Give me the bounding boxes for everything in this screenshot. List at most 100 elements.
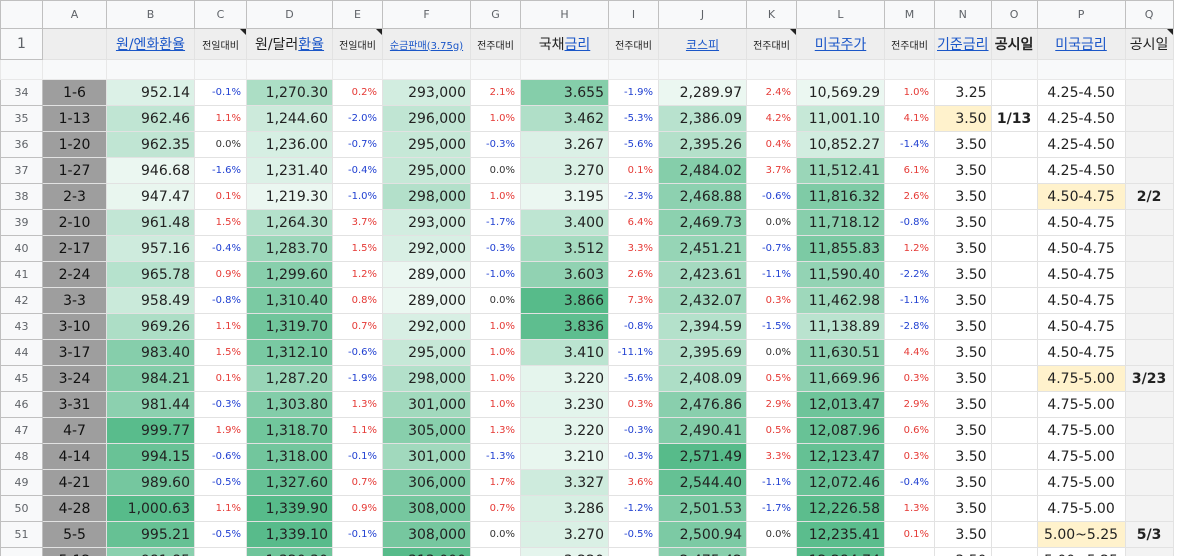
cell-b[interactable]: 995.21 — [106, 521, 195, 548]
column-header-p[interactable]: P — [1036, 0, 1126, 29]
cell-m[interactable]: 0.4% — [884, 547, 935, 556]
cell-j[interactable]: 2,386.09 — [658, 105, 747, 132]
cell-b[interactable]: 994.15 — [106, 443, 195, 470]
cell-p[interactable]: 4.50-4.75 — [1036, 313, 1126, 340]
cell-q[interactable] — [1124, 105, 1174, 132]
cell-q[interactable] — [1124, 417, 1174, 444]
cell-c[interactable]: 1.5% — [194, 339, 247, 366]
cell-d[interactable]: 1,219.30 — [246, 183, 333, 210]
cell-f[interactable]: 289,000 — [382, 287, 471, 314]
header-link-us-rate[interactable]: 미국금리 — [1055, 37, 1107, 53]
row-number[interactable]: 1 — [0, 28, 43, 60]
cell-o[interactable] — [990, 469, 1038, 496]
cell-c[interactable]: -0.8% — [194, 287, 247, 314]
cell-g[interactable]: -1.3% — [470, 443, 521, 470]
column-header-m[interactable]: M — [884, 0, 935, 29]
cell-p[interactable]: 4.75-5.00 — [1036, 365, 1126, 392]
cell-h[interactable]: 3.655 — [520, 79, 609, 106]
header-cell-h[interactable]: 국채금리 — [520, 28, 609, 60]
cell-e[interactable]: -0.1% — [332, 443, 383, 470]
cell-c[interactable]: -0.5% — [194, 521, 247, 548]
cell-p[interactable]: 4.75-5.00 — [1036, 469, 1126, 496]
cell-d[interactable]: 1,303.80 — [246, 391, 333, 418]
cell-b[interactable]: 962.35 — [106, 131, 195, 158]
cell-l[interactable]: 12,226.58 — [796, 495, 885, 522]
cell-k[interactable]: -1.5% — [746, 313, 797, 340]
cell-g[interactable]: 1.0% — [470, 105, 521, 132]
date-cell[interactable]: 2-24 — [42, 261, 107, 288]
cell-l[interactable]: 12,087.96 — [796, 417, 885, 444]
cell-d[interactable]: 1,264.30 — [246, 209, 333, 236]
cell-j[interactable]: 2,395.69 — [658, 339, 747, 366]
cell-n[interactable]: 3.50 — [934, 209, 992, 236]
header-cell-n[interactable]: 기준금리 — [934, 28, 992, 60]
cell-h[interactable]: 3.270 — [520, 521, 609, 548]
row-number[interactable]: 37 — [0, 157, 43, 184]
cell-o[interactable] — [990, 417, 1038, 444]
cell-b[interactable]: 957.16 — [106, 235, 195, 262]
date-cell[interactable]: 3-17 — [42, 339, 107, 366]
cell-h[interactable]: 3.400 — [520, 209, 609, 236]
cell-c[interactable]: 1.1% — [194, 105, 247, 132]
column-header-i[interactable]: I — [608, 0, 659, 29]
cell-g[interactable]: 1.0% — [470, 183, 521, 210]
cell-k[interactable]: 0.3% — [746, 287, 797, 314]
cell-q[interactable] — [1124, 469, 1174, 496]
cell-p[interactable]: 4.25-4.50 — [1036, 105, 1126, 132]
cell-l[interactable]: 10,852.27 — [796, 131, 885, 158]
cell-f[interactable]: 298,000 — [382, 365, 471, 392]
cell-e[interactable]: -0.1% — [332, 521, 383, 548]
row-number[interactable]: 47 — [0, 417, 43, 444]
cell-k[interactable]: -1.0% — [746, 547, 797, 556]
cell-d[interactable]: 1,339.10 — [246, 521, 333, 548]
cell-q[interactable]: 3/23 — [1124, 365, 1174, 392]
cell-q[interactable] — [1124, 391, 1174, 418]
cell-p[interactable]: 4.75-5.00 — [1036, 495, 1126, 522]
cell-e[interactable]: 1.2% — [332, 261, 383, 288]
cell-c[interactable]: 1.1% — [194, 495, 247, 522]
header-cell-j[interactable]: 코스피 — [658, 28, 747, 60]
cell-d[interactable]: 1,231.40 — [246, 157, 333, 184]
cell-p[interactable]: 4.25-4.50 — [1036, 79, 1126, 106]
cell-c[interactable]: 1.1% — [194, 313, 247, 340]
cell-c[interactable]: -0.3% — [194, 391, 247, 418]
cell-q[interactable] — [1124, 157, 1174, 184]
row-number[interactable]: 50 — [0, 495, 43, 522]
row-number[interactable]: 38 — [0, 183, 43, 210]
row-number[interactable]: 39 — [0, 209, 43, 236]
cell-i[interactable]: -0.5% — [608, 521, 659, 548]
cell-j[interactable]: 2,289.97 — [658, 79, 747, 106]
cell-c[interactable]: 0.1% — [194, 183, 247, 210]
date-cell[interactable]: 3-10 — [42, 313, 107, 340]
cell-q[interactable]: 2/2 — [1124, 183, 1174, 210]
cell-l[interactable]: 10,569.29 — [796, 79, 885, 106]
cell-g[interactable]: 0.0% — [470, 157, 521, 184]
cell-l[interactable]: 11,512.41 — [796, 157, 885, 184]
date-cell[interactable]: 2-17 — [42, 235, 107, 262]
cell-m[interactable]: 4.4% — [884, 339, 935, 366]
cell-k[interactable]: 2.4% — [746, 79, 797, 106]
cell-c[interactable]: -1.3% — [194, 547, 247, 556]
cell-j[interactable]: 2,469.73 — [658, 209, 747, 236]
cell-c[interactable]: 1.5% — [194, 209, 247, 236]
cell-q[interactable] — [1124, 131, 1174, 158]
cell-i[interactable]: 2.6% — [608, 261, 659, 288]
cell-j[interactable]: 2,500.94 — [658, 521, 747, 548]
cell-g[interactable]: 1.0% — [470, 391, 521, 418]
header-link-jpy-rate[interactable]: 원/엔화환율 — [115, 37, 186, 53]
cell-d[interactable]: 1,312.10 — [246, 339, 333, 366]
cell-d[interactable]: 1,318.00 — [246, 443, 333, 470]
cell-g[interactable]: -1.7% — [470, 209, 521, 236]
date-cell[interactable]: 3-24 — [42, 365, 107, 392]
row-number[interactable]: 43 — [0, 313, 43, 340]
cell-p[interactable]: 5.00~5.25 — [1036, 547, 1126, 556]
cell-q[interactable] — [1124, 209, 1174, 236]
cell-e[interactable]: 1.3% — [332, 391, 383, 418]
cell-m[interactable]: -2.8% — [884, 313, 935, 340]
cell-q[interactable] — [1124, 79, 1174, 106]
cell-j[interactable]: 2,423.61 — [658, 261, 747, 288]
date-cell[interactable]: 1-6 — [42, 79, 107, 106]
cell-o[interactable]: 1/13 — [990, 105, 1038, 132]
cell-j[interactable]: 2,451.21 — [658, 235, 747, 262]
cell-m[interactable]: 0.1% — [884, 521, 935, 548]
